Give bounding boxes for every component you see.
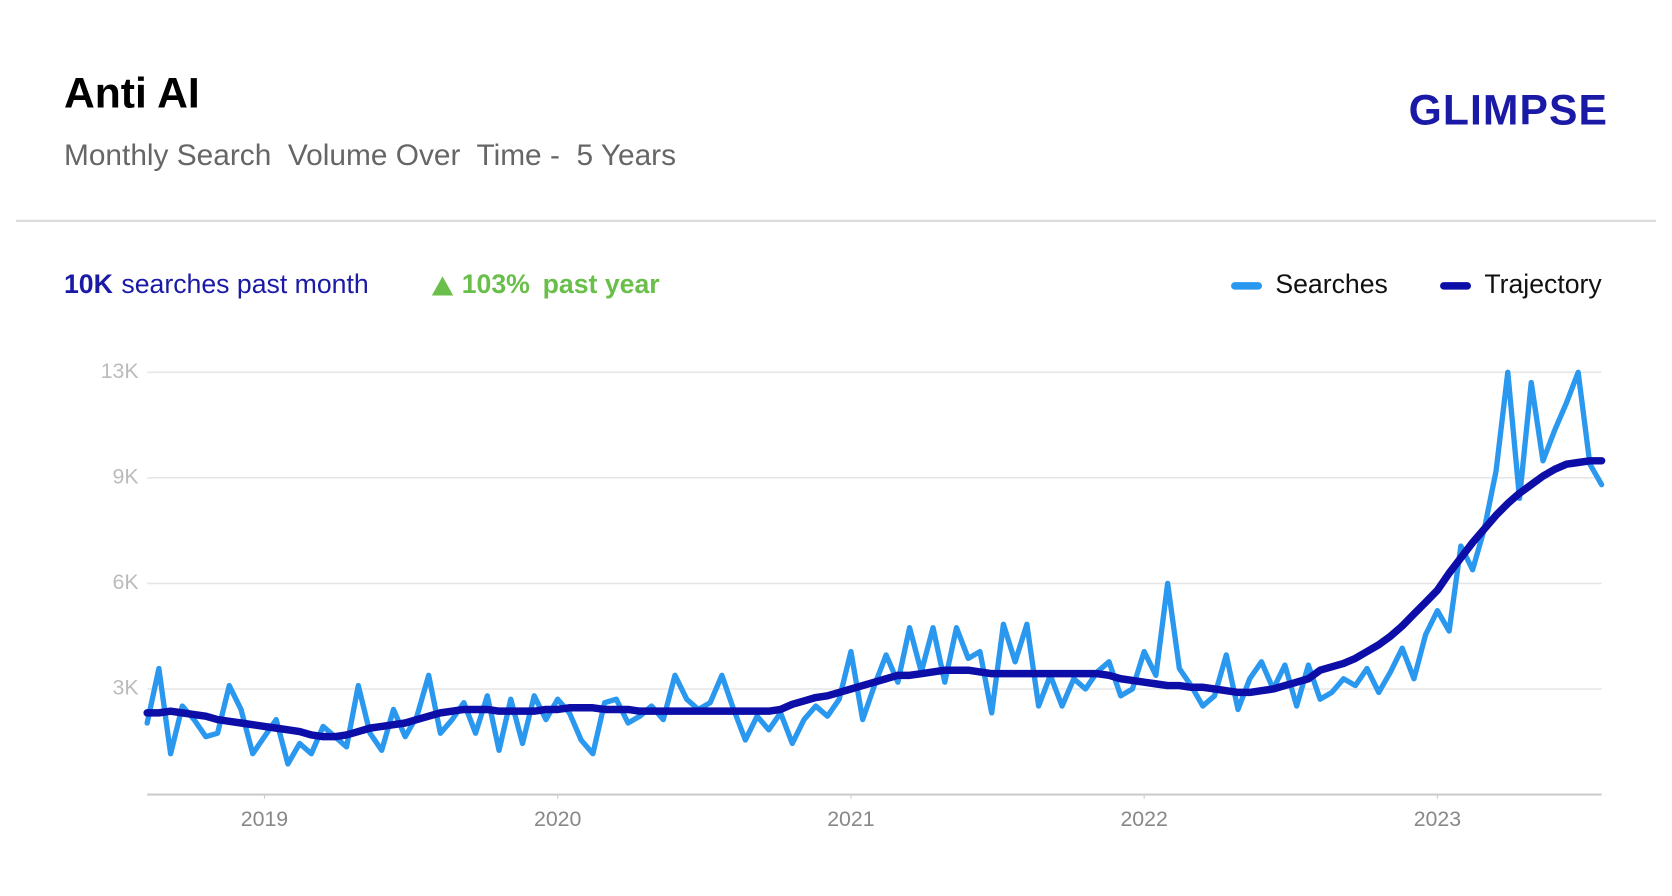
growth-arrow: [431, 276, 454, 296]
chart-title: Anti AI: [64, 69, 200, 117]
x-tick-label: 2023: [1414, 807, 1461, 831]
x-tick-label: 2021: [827, 807, 874, 831]
growth-label: past year: [543, 269, 660, 299]
volume-value: 10K: [64, 269, 113, 299]
subtitle: Monthly Search Volume Over Time - 5 Year…: [64, 139, 676, 172]
y-tick-label: 13K: [101, 359, 139, 383]
series-line: [143, 457, 1606, 741]
volume-label: searches past month: [121, 269, 368, 299]
series-line: [144, 369, 1605, 767]
legend-label: Trajectory: [1484, 269, 1602, 299]
y-tick-label: 6K: [113, 570, 139, 594]
x-tick-label: 2020: [534, 807, 582, 831]
growth-value: 103%: [462, 269, 530, 299]
legend-label: Searches: [1275, 269, 1388, 299]
growth-stat: 103% past year: [462, 269, 660, 299]
y-tick-label: 9K: [113, 464, 139, 488]
volume-stat: 10K searches past month: [64, 269, 369, 299]
y-tick-label: 3K: [113, 676, 139, 700]
x-tick-label: 2019: [241, 807, 288, 831]
x-tick-label: 2022: [1120, 807, 1167, 831]
logo: GLIMPSE: [1409, 86, 1608, 134]
